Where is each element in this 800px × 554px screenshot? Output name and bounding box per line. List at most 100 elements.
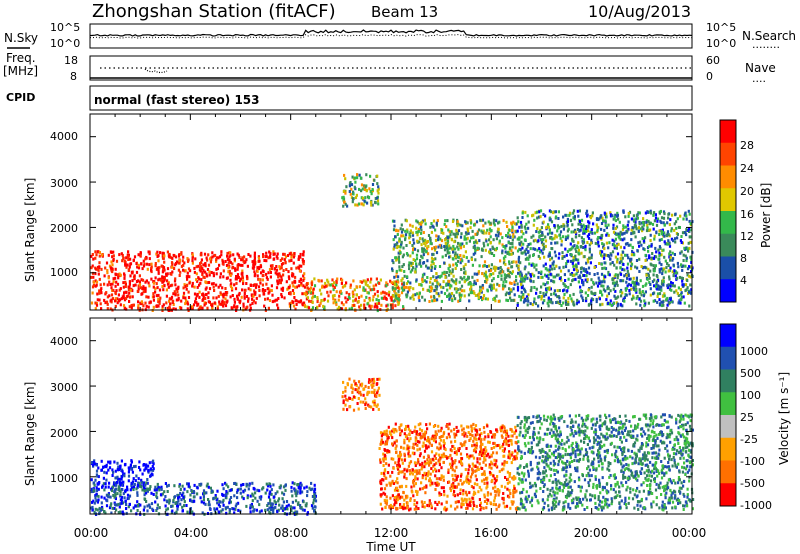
power-echo-cell xyxy=(511,270,514,274)
power-echo-cell xyxy=(114,272,117,276)
power-echo-cell xyxy=(413,247,417,251)
vel-echo-cell xyxy=(493,433,497,437)
power-echo-cell xyxy=(658,254,661,258)
power-echo-cell xyxy=(650,242,653,246)
power-echo-cell xyxy=(233,259,236,263)
power-echo-cell xyxy=(96,267,99,271)
power-echo-cell xyxy=(463,275,466,279)
power-echo-cell xyxy=(421,280,424,283)
power-echo-cell xyxy=(148,263,151,267)
power-echo-cell xyxy=(611,238,614,242)
power-echo-cell xyxy=(505,234,508,237)
power-echo-cell xyxy=(574,254,577,258)
power-echo-cell xyxy=(421,273,425,277)
power-echo-cell xyxy=(492,218,496,222)
power-echo-cell xyxy=(137,300,140,304)
vel-echo-cell xyxy=(131,480,135,484)
power-echo-cell xyxy=(284,255,287,259)
power-echo-cell xyxy=(673,269,676,273)
power-echo-cell xyxy=(433,299,436,303)
power-echo-cell xyxy=(267,306,270,310)
power-echo-cell xyxy=(653,211,656,215)
power-echo-cell xyxy=(563,224,566,228)
power-echo-cell xyxy=(539,291,542,294)
vel-echo-cell xyxy=(259,497,262,501)
vel-echo-cell xyxy=(483,470,486,474)
power-echo-cell xyxy=(577,222,580,226)
power-echo-cell xyxy=(536,227,539,231)
power-echo-cell xyxy=(310,291,313,295)
power-echo-cell xyxy=(254,291,257,295)
power-echo-cell xyxy=(376,182,379,186)
power-echo-cell xyxy=(281,286,285,290)
vel-echo-cell xyxy=(303,508,306,512)
vel-echo-cell xyxy=(117,468,120,472)
power-echo-cell xyxy=(576,244,579,248)
vel-echo-cell xyxy=(143,505,146,509)
power-echo-cell xyxy=(430,230,433,234)
power-echo-cell xyxy=(604,224,607,228)
power-echo-cell xyxy=(624,288,628,292)
power-echo-cell xyxy=(654,285,658,288)
power-echo-cell xyxy=(615,225,619,229)
vel-echo-cell xyxy=(140,485,143,489)
power-echo-cell xyxy=(412,248,415,252)
power-echo-cell xyxy=(377,202,380,206)
power-echo-cell xyxy=(646,277,649,281)
power-echo-cell xyxy=(602,219,605,223)
power-echo-cell xyxy=(187,296,191,299)
power-echo-cell xyxy=(487,220,490,224)
power-echo-cell xyxy=(303,285,307,289)
power-echo-cell xyxy=(567,259,570,263)
power-echo-cell xyxy=(218,300,221,304)
vel-echo-cell xyxy=(240,483,243,487)
vel-echo-cell xyxy=(401,461,404,465)
power-echo-cell xyxy=(614,213,617,217)
vel-echo-cell xyxy=(266,504,269,507)
vel-echo-cell xyxy=(228,511,231,515)
power-echo-cell xyxy=(373,305,376,309)
vel-echo-cell xyxy=(370,390,373,394)
power-echo-cell xyxy=(117,276,120,280)
power-echo-cell xyxy=(638,288,641,292)
power-echo-cell xyxy=(106,307,109,311)
power-echo-cell xyxy=(213,289,216,292)
vel-echo-cell xyxy=(344,403,347,407)
vel-echo-cell xyxy=(381,507,384,511)
vel-echo-cell xyxy=(185,504,188,507)
vel-echo-cell xyxy=(394,461,397,465)
vel-echo-cell xyxy=(145,466,148,470)
power-echo-cell xyxy=(506,225,509,228)
power-echo-cell xyxy=(515,264,518,268)
vel-echo-cell xyxy=(91,505,94,509)
power-echo-cell xyxy=(533,274,536,278)
power-echo-cell xyxy=(135,270,139,274)
power-echo-cell xyxy=(495,246,498,250)
power-echo-cell xyxy=(423,272,426,276)
power-echo-cell xyxy=(223,301,226,305)
power-echo-cell xyxy=(216,267,219,271)
power-echo-cell xyxy=(648,276,651,280)
power-echo-cell xyxy=(467,231,470,235)
power-echo-cell xyxy=(600,234,603,238)
power-echo-cell xyxy=(97,268,100,272)
power-echo-cell xyxy=(277,297,280,300)
vel-echo-cell xyxy=(459,442,462,446)
power-echo-cell xyxy=(187,267,191,271)
vel-echo-cell xyxy=(181,493,184,497)
power-echo-cell xyxy=(120,252,123,256)
power-echo-cell xyxy=(395,258,398,262)
vel-echo-cell xyxy=(137,477,140,481)
power-echo-cell xyxy=(354,196,358,200)
power-echo-cell xyxy=(612,287,615,291)
vel-echo-cell xyxy=(398,426,401,429)
power-echo-cell xyxy=(660,288,663,292)
power-echo-cell xyxy=(672,263,675,267)
power-echo-cell xyxy=(119,298,122,302)
vel-echo-cell xyxy=(110,502,113,506)
power-echo-cell xyxy=(95,267,98,271)
power-echo-cell xyxy=(456,230,459,234)
power-echo-cell xyxy=(245,258,248,262)
power-echo-cell xyxy=(145,304,148,308)
velocity-panel: 4000 3000 2000 1000 Slant Range [km] 100… xyxy=(23,317,791,516)
